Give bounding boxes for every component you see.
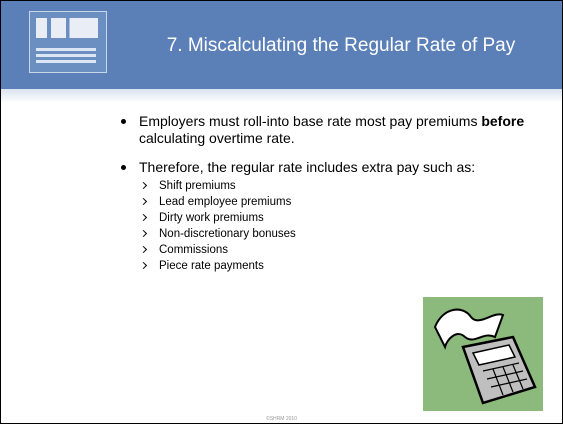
bullet: Employers must roll-into base rate most … (119, 113, 549, 147)
sub-item: Piece rate payments (139, 258, 549, 274)
calculator-clipart (423, 297, 543, 411)
slide: 7. Miscalculating the Regular Rate of Pa… (0, 0, 563, 424)
sub-item: Dirty work premiums (139, 210, 549, 226)
text: calculating overtime rate. (139, 130, 295, 146)
header-band (1, 89, 562, 103)
sub-item: Shift premiums (139, 178, 549, 194)
sub-item: Lead employee premiums (139, 194, 549, 210)
sub-item: Commissions (139, 242, 549, 258)
bullet: Therefore, the regular rate includes ext… (119, 159, 549, 274)
bold-text: before (481, 113, 524, 129)
content: Employers must roll-into base rate most … (119, 113, 549, 286)
slide-title: 7. Miscalculating the Regular Rate of Pa… (131, 35, 551, 57)
text: Employers must roll-into base rate most … (139, 113, 481, 129)
sub-item: Non-discretionary bonuses (139, 226, 549, 242)
logo (29, 11, 107, 73)
text: Therefore, the regular rate includes ext… (139, 159, 475, 175)
footer: ©SHRM 2010 (1, 416, 562, 422)
